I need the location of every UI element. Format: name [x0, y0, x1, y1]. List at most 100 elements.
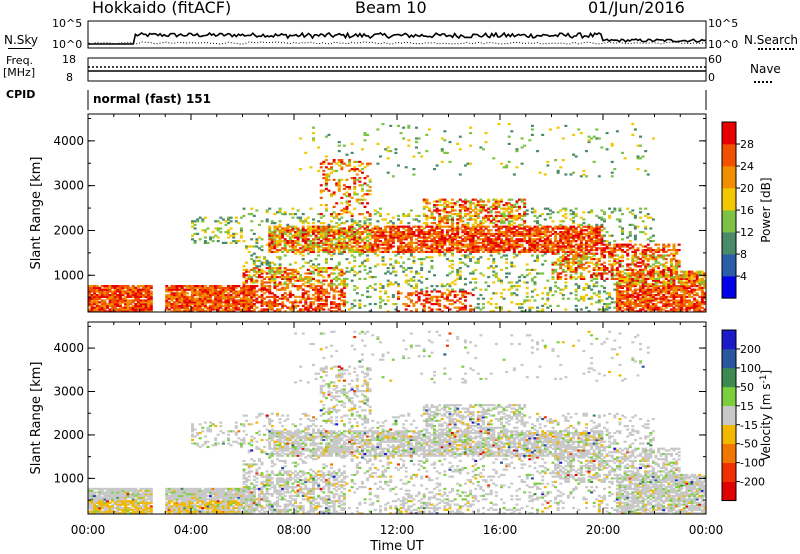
heatmap-cell	[198, 295, 202, 298]
heatmap-cell	[389, 238, 393, 241]
heatmap-cell	[245, 286, 249, 289]
heatmap-cell	[569, 276, 573, 279]
heatmap-cell	[595, 285, 599, 288]
heatmap-cell	[440, 283, 444, 286]
heatmap-cell	[615, 281, 619, 284]
heatmap-cell	[474, 198, 478, 201]
heatmap-cell	[373, 252, 377, 255]
heatmap-cell	[443, 202, 447, 205]
heatmap-cell	[275, 276, 279, 279]
heatmap-cell	[435, 301, 439, 304]
heatmap-cell	[520, 200, 524, 203]
heatmap-cell	[425, 198, 429, 201]
heatmap-cell	[198, 238, 202, 241]
heatmap-cell	[273, 283, 277, 286]
heatmap-cell	[373, 249, 377, 252]
heatmap-cell	[492, 198, 496, 201]
heatmap-cell	[322, 249, 326, 252]
heatmap-cell	[525, 286, 529, 289]
heatmap-cell	[463, 306, 467, 309]
heatmap-cell	[628, 267, 632, 270]
heatmap-cell	[131, 304, 135, 307]
heatmap-cell	[572, 133, 576, 136]
heatmap-cell	[386, 157, 390, 160]
heatmap-cell	[376, 249, 380, 252]
heatmap-cell	[466, 234, 470, 237]
heatmap-cell	[402, 241, 406, 244]
heatmap-cell	[595, 258, 599, 261]
heatmap-cell	[366, 240, 370, 243]
heatmap-cell	[422, 214, 426, 217]
heatmap-cell	[469, 281, 473, 284]
heatmap-cell	[209, 301, 213, 304]
heatmap-cell	[322, 304, 326, 307]
heatmap-cell	[463, 214, 467, 217]
heatmap-cell	[136, 294, 140, 297]
heatmap-cell	[415, 229, 418, 232]
heatmap-cell	[502, 204, 506, 207]
heatmap-cell	[456, 268, 460, 271]
heatmap-cell	[502, 166, 506, 169]
heatmap-cell	[590, 227, 594, 230]
heatmap-cell	[319, 274, 323, 277]
heatmap-cell	[559, 209, 563, 212]
heatmap-cell	[342, 229, 346, 232]
heatmap-cell	[103, 303, 107, 306]
heatmap-cell	[378, 250, 382, 253]
heatmap-cell	[582, 252, 586, 255]
heatmap-cell	[639, 290, 643, 293]
heatmap-cell	[353, 180, 357, 183]
heatmap-cell	[631, 274, 635, 277]
heatmap-cell	[389, 225, 393, 228]
heatmap-cell	[613, 288, 617, 291]
heatmap-cell	[278, 265, 282, 268]
heatmap-cell	[291, 250, 295, 253]
heatmap-cell	[273, 229, 277, 232]
heatmap-cell	[391, 241, 395, 244]
heatmap-cell	[536, 225, 540, 228]
heatmap-cell	[533, 229, 537, 232]
heatmap-cell	[420, 245, 424, 248]
heatmap-cell	[399, 231, 403, 234]
heatmap-cell	[283, 249, 287, 252]
heatmap-cell	[358, 232, 362, 235]
heatmap-cell	[463, 263, 467, 266]
heatmap-cell	[134, 294, 138, 297]
heatmap-cell	[219, 216, 223, 219]
heatmap-cell	[618, 303, 622, 306]
heatmap-cell	[332, 160, 336, 163]
heatmap-cell	[288, 306, 292, 309]
heatmap-cell	[340, 290, 344, 293]
heatmap-cell	[337, 247, 341, 250]
heatmap-cell	[324, 182, 328, 185]
heatmap-cell	[621, 290, 624, 293]
heatmap-cell	[641, 288, 645, 291]
heatmap-cell	[618, 283, 622, 286]
heatmap-cell	[440, 241, 444, 244]
heatmap-cell	[330, 227, 334, 230]
heatmap-cell	[621, 256, 624, 259]
heatmap-cell	[497, 243, 501, 246]
heatmap-cell	[294, 274, 297, 277]
heatmap-cell	[518, 232, 521, 235]
heatmap-cell	[559, 259, 563, 262]
heatmap-cell	[561, 245, 565, 248]
heatmap-cell	[342, 250, 346, 253]
heatmap-cell	[283, 247, 287, 250]
heatmap-cell	[309, 277, 313, 280]
heatmap-cell	[324, 279, 328, 282]
heatmap-cell	[512, 232, 516, 235]
heatmap-cell	[294, 236, 297, 239]
heatmap-cell	[474, 227, 478, 230]
heatmap-cell	[399, 232, 403, 235]
heatmap-cell	[260, 304, 264, 307]
heatmap-cell	[345, 220, 349, 223]
heatmap-cell	[219, 288, 223, 291]
heatmap-cell	[242, 299, 246, 302]
heatmap-cell	[610, 267, 614, 270]
heatmap-cell	[561, 250, 565, 253]
heatmap-cell	[175, 292, 179, 295]
heatmap-cell	[304, 231, 308, 234]
heatmap-cell	[494, 214, 498, 217]
heatmap-cell	[342, 294, 346, 297]
